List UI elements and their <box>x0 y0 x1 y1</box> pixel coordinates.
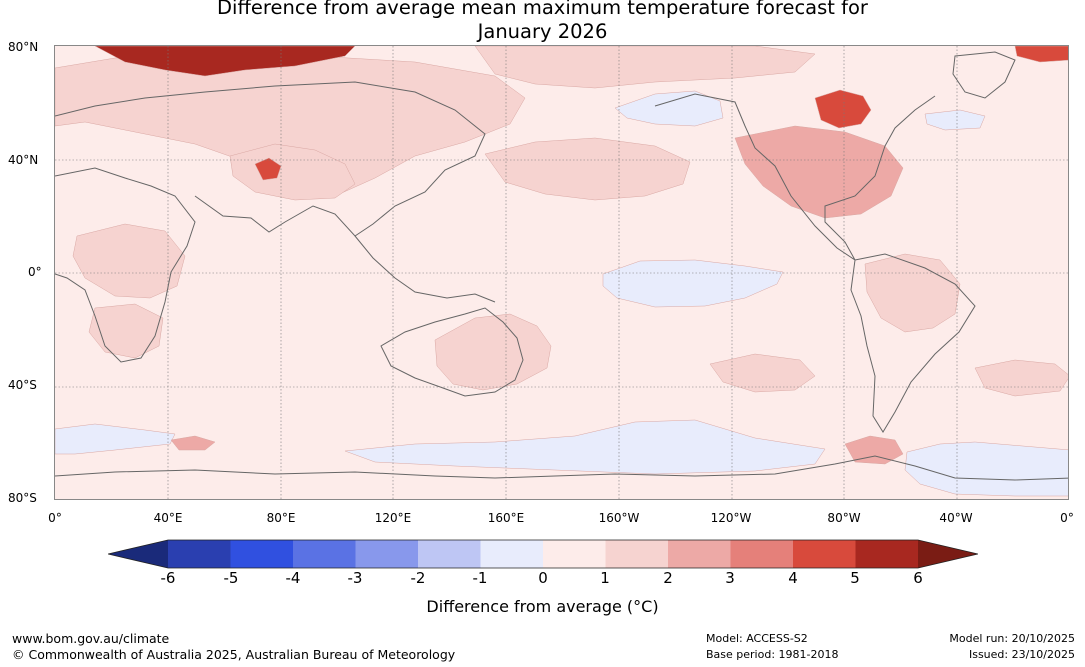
lon-label-0-right: 0° <box>1060 511 1074 525</box>
chart-title: Difference from average mean maximum tem… <box>0 0 1085 44</box>
colorbar-bin-2-3 <box>668 540 731 568</box>
region-north-africa-warm <box>72 223 186 299</box>
footer-model-run: Model run: 20/10/2025 <box>949 632 1075 645</box>
colorbar-title: Difference from average (°C) <box>426 597 659 616</box>
region-southern-ocean-central-cool <box>344 419 826 475</box>
colorbar-tick: 4 <box>788 569 798 587</box>
region-north-pacific-cool <box>614 90 724 127</box>
lon-label-120w: 120°W <box>710 511 752 525</box>
colorbar-tick: 0 <box>538 569 548 587</box>
lat-label-equator: 0° <box>28 265 42 279</box>
region-southern-ocean-atlantic-cool <box>904 441 1068 497</box>
map-canvas <box>55 46 1068 499</box>
colorbar-bin-minus1-0 <box>480 540 543 568</box>
region-south-atlantic-warm <box>974 359 1068 397</box>
coastline-africa <box>55 167 196 363</box>
footer-issued: Issued: 23/10/2025 <box>968 648 1075 661</box>
lat-label-40n: 40°N <box>8 153 39 167</box>
coastline-se-asia <box>354 235 496 303</box>
region-arctic-east-hot <box>1014 46 1068 63</box>
lon-label-160e: 160°E <box>487 511 525 525</box>
region-arctic-pacific-warm <box>474 46 816 89</box>
colorbar-bin-minus2-minus1 <box>418 540 481 568</box>
coastline-australia <box>380 307 524 397</box>
gridlines <box>55 46 1068 499</box>
region-atlantic-cool-small <box>924 109 986 131</box>
anomaly-map <box>54 45 1069 500</box>
coastline-eurasia <box>55 81 486 237</box>
lon-label-40w: 40°W <box>939 511 973 525</box>
colorbar-tick: -2 <box>410 569 426 587</box>
coastline-south-america <box>850 253 976 433</box>
lon-label-160w: 160°W <box>598 511 640 525</box>
footer-base-period: Base period: 1981-2018 <box>706 648 839 661</box>
colorbar-bin-4-5 <box>793 540 856 568</box>
coastline-greenland <box>952 51 1016 99</box>
title-line-1: Difference from average mean maximum tem… <box>217 0 868 19</box>
colorbar <box>108 539 978 569</box>
lon-label-80w: 80°W <box>827 511 861 525</box>
colorbar-tick: -5 <box>223 569 239 587</box>
colorbar-bin-minus6-minus5 <box>168 540 231 568</box>
region-tibet-hotspot <box>254 157 282 181</box>
colorbar-bin-5-6 <box>855 540 918 568</box>
title-line-2: January 2026 <box>477 20 608 43</box>
colorbar-bin-1-2 <box>605 540 668 568</box>
footer-copyright: © Commonwealth of Australia 2025, Austra… <box>12 647 456 662</box>
region-canada-hotspot <box>814 89 872 129</box>
lat-label-80s: 80°S <box>8 491 37 505</box>
lon-label-0-left: 0° <box>48 511 62 525</box>
region-north-america-warm <box>734 125 904 219</box>
colorbar-tick: -3 <box>347 569 363 587</box>
colorbar-tick: -1 <box>472 569 488 587</box>
colorbar-bin-0-1 <box>543 540 606 568</box>
region-eurasia-warm <box>55 53 526 197</box>
colorbar-extend-low <box>108 540 168 568</box>
colorbar-bin-minus4-minus3 <box>293 540 356 568</box>
colorbar-tick: 5 <box>850 569 860 587</box>
colorbar-outline <box>108 539 978 569</box>
colorbar-tick: 6 <box>913 569 923 587</box>
region-china-warm <box>229 143 356 201</box>
lat-label-40s: 40°S <box>8 378 37 392</box>
region-arctic-siberia-hot <box>94 46 356 77</box>
colorbar-tick: -4 <box>285 569 301 587</box>
region-south-pacific-warm <box>709 353 816 393</box>
coastlines <box>55 51 1068 481</box>
colorbar-tick: 1 <box>600 569 610 587</box>
lon-label-80e: 80°E <box>266 511 296 525</box>
lon-label-40e: 40°E <box>153 511 183 525</box>
region-southern-africa-warm <box>88 303 164 359</box>
colorbar-bin-minus3-minus2 <box>355 540 418 568</box>
colorbar-tick: -6 <box>160 569 176 587</box>
colorbar-tick: 3 <box>725 569 735 587</box>
colorbar-bin-minus5-minus4 <box>230 540 293 568</box>
region-north-west-pacific-warm <box>484 137 691 201</box>
region-antarctic-peninsula-warm <box>844 435 904 465</box>
region-australia-warm <box>434 313 552 391</box>
footer-url[interactable]: www.bom.gov.au/climate <box>12 631 170 646</box>
colorbar-tick: 2 <box>663 569 673 587</box>
footer-model: Model: ACCESS-S2 <box>706 632 808 645</box>
region-west-antarctic-warm <box>170 435 216 451</box>
region-southern-ocean-west-cool <box>55 423 176 455</box>
coastline-antarctica <box>55 455 1068 481</box>
lat-label-80n: 80°N <box>8 40 39 54</box>
colorbar-bin-3-4 <box>730 540 793 568</box>
colorbar-extend-high <box>918 540 978 568</box>
lon-label-120e: 120°E <box>374 511 412 525</box>
region-eastern-equatorial-pacific-cool <box>602 259 784 308</box>
